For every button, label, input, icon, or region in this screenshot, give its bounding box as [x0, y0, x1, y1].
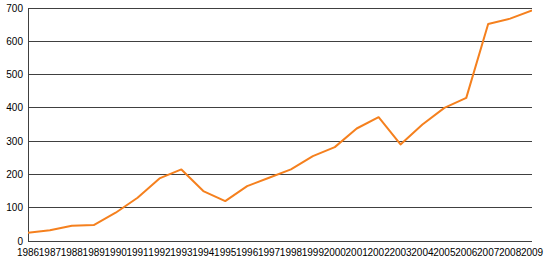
x-tick-label: 2000 [324, 247, 347, 258]
x-tick-label: 1998 [280, 247, 303, 258]
x-tick-label: 1996 [236, 247, 259, 258]
data-line [28, 10, 532, 232]
x-tick-label: 2009 [521, 247, 544, 258]
y-tick-label: 300 [6, 136, 23, 147]
chart: 0100200300400500600700198619871988198919… [0, 0, 550, 267]
y-tick-label: 0 [17, 236, 23, 247]
x-tick-label: 2001 [346, 247, 369, 258]
grid-line [28, 107, 532, 108]
x-tick-label: 1997 [258, 247, 281, 258]
grid-line [28, 8, 532, 9]
x-tick-label: 1988 [61, 247, 84, 258]
grid-line [28, 41, 532, 42]
y-tick-label: 700 [6, 3, 23, 14]
grid-line [28, 207, 532, 208]
x-tick-label: 1986 [17, 247, 40, 258]
x-tick-label: 1991 [126, 247, 149, 258]
x-tick-label: 1992 [148, 247, 171, 258]
grid-line [28, 241, 532, 242]
x-tick-label: 1990 [105, 247, 128, 258]
y-tick-label: 100 [6, 202, 23, 213]
y-tick-label: 400 [6, 102, 23, 113]
x-tick-label: 1999 [302, 247, 325, 258]
x-tick-label: 1987 [39, 247, 62, 258]
x-tick-label: 2004 [411, 247, 434, 258]
x-tick-label: 2007 [477, 247, 500, 258]
y-axis-line [28, 8, 29, 241]
chart-svg: 0100200300400500600700198619871988198919… [0, 0, 550, 267]
y-tick-label: 600 [6, 36, 23, 47]
x-tick-label: 1989 [83, 247, 106, 258]
x-tick-label: 1993 [170, 247, 193, 258]
x-tick-label: 2008 [499, 247, 522, 258]
x-tick-label: 1995 [214, 247, 237, 258]
grid-line [28, 141, 532, 142]
grid-line [28, 74, 532, 75]
y-tick-label: 200 [6, 169, 23, 180]
plot-area [28, 10, 532, 232]
x-tick-label: 2002 [367, 247, 390, 258]
x-tick-label: 1994 [192, 247, 215, 258]
x-tick-label: 2006 [455, 247, 478, 258]
y-tick-label: 500 [6, 69, 23, 80]
x-tick-label: 2005 [433, 247, 456, 258]
x-tick-label: 2003 [389, 247, 412, 258]
x-axis-line [28, 241, 532, 242]
